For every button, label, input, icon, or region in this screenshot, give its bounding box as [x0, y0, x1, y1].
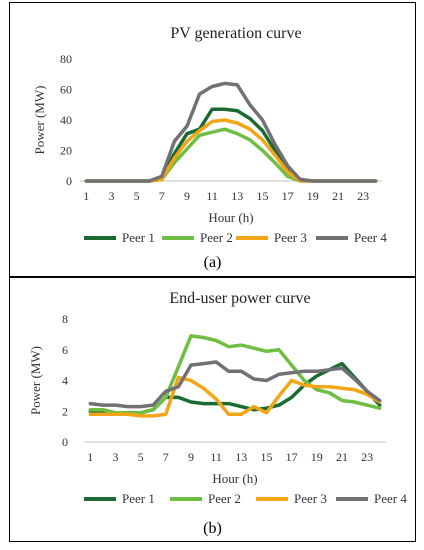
x-tick-label: 5 — [138, 450, 144, 464]
x-tick-label: 11 — [206, 189, 218, 203]
x-axis-label: Hour (h) — [208, 210, 253, 225]
caption-b: (b) — [203, 520, 222, 537]
legend-label: Peer 4 — [354, 230, 387, 245]
x-tick-label: 19 — [307, 189, 319, 203]
x-tick-label: 15 — [256, 189, 268, 203]
chart-title: PV generation curve — [170, 25, 301, 42]
panel-b: End-user power curve Power (MW) 0 2 4 6 8 1 3 5 7 9… — [9, 277, 416, 542]
y-tick-label: 40 — [60, 113, 72, 127]
y-tick-label: 60 — [60, 83, 72, 97]
y-tick-label: 0 — [62, 435, 68, 449]
y-tick-label: 6 — [62, 343, 68, 357]
y-tick-label: 2 — [62, 404, 68, 418]
legend-label: Peer 1 — [122, 491, 155, 506]
x-tick-label: 9 — [188, 450, 194, 464]
x-tick-label: 21 — [336, 450, 348, 464]
legend-label: Peer 4 — [374, 491, 407, 506]
x-tick-label: 3 — [112, 450, 118, 464]
series-line-peer-4 — [88, 360, 382, 409]
series-line-peer-3 — [88, 375, 382, 418]
y-axis-label: Power (MW) — [28, 346, 43, 415]
x-tick-label: 7 — [159, 189, 165, 203]
x-tick-label: 3 — [108, 189, 114, 203]
chart-title: End-user power curve — [169, 290, 310, 307]
x-tick-label: 23 — [357, 189, 369, 203]
y-tick-label: 4 — [62, 374, 68, 388]
series-line-peer-4 — [84, 81, 378, 183]
x-tick-label: 19 — [311, 450, 323, 464]
series-line-peer-2 — [88, 334, 382, 415]
x-tick-label: 1 — [87, 450, 93, 464]
y-tick-label: 20 — [60, 144, 72, 158]
legend-label: Peer 2 — [200, 230, 233, 245]
x-tick-label: 17 — [282, 189, 294, 203]
x-tick-label: 11 — [210, 450, 222, 464]
x-tick-label: 7 — [163, 450, 169, 464]
x-axis-label: Hour (h) — [212, 471, 257, 486]
x-tick-label: 13 — [231, 189, 243, 203]
legend-label: Peer 1 — [122, 230, 155, 245]
caption-a: (a) — [203, 254, 222, 271]
y-tick-label: 0 — [66, 174, 72, 188]
y-tick-label: 80 — [60, 52, 72, 66]
x-tick-label: 21 — [332, 189, 344, 203]
y-tick-label: 8 — [62, 312, 68, 326]
x-tick-label: 1 — [83, 189, 89, 203]
series-line-peer-2 — [84, 127, 378, 183]
x-tick-label: 9 — [184, 189, 190, 203]
x-tick-label: 15 — [260, 450, 272, 464]
legend-label: Peer 2 — [208, 491, 241, 506]
x-tick-label: 13 — [235, 450, 247, 464]
x-tick-label: 23 — [361, 450, 373, 464]
legend-label: Peer 3 — [274, 230, 307, 245]
legend-label: Peer 3 — [294, 491, 327, 506]
x-tick-label: 5 — [134, 189, 140, 203]
panel-a: PV generation curve Power (MW) 0 20 40 60 80 1 3… — [9, 2, 416, 277]
series-line-peer-3 — [84, 118, 378, 183]
y-axis-label: Power (MW) — [32, 86, 47, 155]
x-tick-label: 17 — [286, 450, 298, 464]
